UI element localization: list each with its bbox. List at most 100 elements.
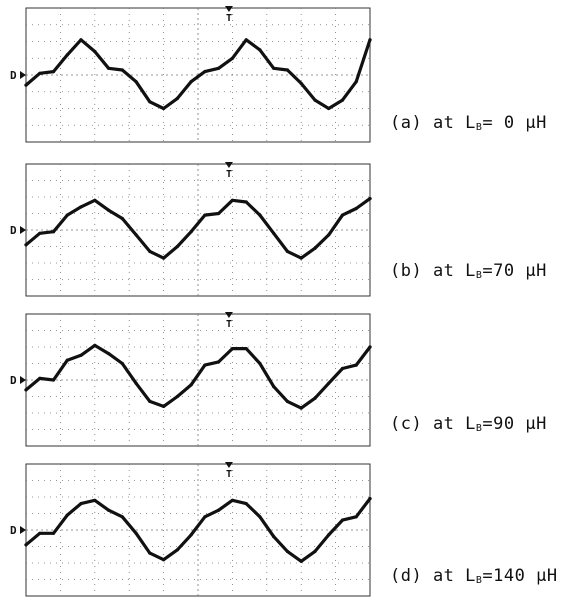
waveform-point-b	[354, 206, 358, 211]
waveform-point-d	[258, 515, 262, 519]
waveform-point-c	[272, 385, 276, 389]
waveform-point-c	[327, 381, 331, 385]
ground-label-b: D	[10, 224, 17, 237]
waveform-point-b	[368, 197, 372, 201]
waveform-d	[24, 497, 372, 563]
trigger-marker-a	[224, 6, 233, 12]
caption-c: (c) at LB=90 μH	[390, 414, 547, 434]
scope-plot-d: TD	[10, 462, 372, 597]
waveform-point-a	[93, 49, 97, 54]
waveform-point-b	[79, 205, 83, 209]
caption-b-suffix: =70 μH	[482, 261, 547, 281]
waveform-point-a	[313, 98, 317, 102]
waveform-point-d	[285, 549, 289, 553]
waveform-point-b	[327, 233, 331, 237]
ground-label-c: D	[10, 374, 17, 387]
waveform-point-a	[327, 106, 331, 111]
waveform-point-c	[285, 399, 289, 403]
waveform-point-d	[189, 533, 193, 537]
waveform-point-a	[217, 66, 221, 70]
waveform-point-a	[175, 96, 179, 100]
waveform-point-b	[189, 230, 193, 234]
waveform-point-a	[148, 100, 152, 104]
waveform-point-b	[65, 213, 69, 217]
waveform-point-b	[299, 256, 303, 260]
caption-d-suffix: =140 μH	[482, 566, 558, 586]
scope-plot-c: TD	[10, 312, 372, 447]
ground-marker-c	[20, 376, 26, 384]
waveform-point-a	[368, 38, 372, 42]
waveform-point-b	[107, 208, 111, 212]
trigger-label-a: T	[226, 13, 232, 24]
waveform-point-b	[24, 243, 28, 247]
ground-label-a: D	[10, 69, 17, 82]
waveform-point-d	[354, 515, 358, 519]
waveform-point-c	[79, 353, 83, 357]
ground-marker-b	[20, 226, 26, 234]
waveform-point-c	[189, 383, 193, 387]
waveform-point-d	[148, 551, 152, 555]
waveform-point-c	[38, 376, 42, 380]
waveform-point-a	[340, 98, 345, 102]
waveform-point-b	[230, 198, 234, 202]
waveform-point-a	[162, 106, 166, 111]
waveform-b	[24, 197, 372, 260]
waveform-point-d	[93, 498, 97, 502]
waveform-point-d	[244, 502, 248, 506]
waveform-point-d	[368, 497, 372, 501]
waveform-point-a	[79, 38, 83, 42]
waveform-point-b	[258, 213, 262, 217]
waveform-point-c	[134, 381, 138, 385]
waveform-point-c	[203, 363, 207, 367]
caption-a-sub: B	[475, 122, 483, 133]
trigger-marker-b	[224, 162, 233, 168]
trigger-label-b: T	[226, 169, 232, 180]
waveform-point-a	[285, 68, 289, 72]
waveform-point-b	[272, 231, 276, 235]
caption-a: (a) at LB= 0 μH	[390, 113, 547, 133]
waveform-point-a	[258, 48, 262, 52]
waveform-point-a	[299, 81, 303, 85]
trigger-marker-c	[224, 312, 233, 318]
waveform-point-d	[175, 548, 179, 552]
scope-plot-b: TD	[10, 162, 372, 297]
waveform-point-a	[230, 56, 234, 60]
waveform-point-b	[244, 200, 248, 204]
waveform-point-c	[354, 363, 358, 367]
ground-label-d: D	[10, 524, 17, 537]
waveform-point-c	[162, 404, 166, 408]
waveform-point-b	[203, 213, 207, 217]
waveform-point-b	[285, 249, 289, 253]
waveform-point-a	[24, 83, 28, 87]
waveform-point-a	[189, 80, 193, 84]
caption-b-sub: B	[475, 270, 483, 281]
caption-b-prefix: (b) at L	[390, 261, 476, 281]
caption-c-suffix: =90 μH	[482, 414, 547, 434]
waveform-c	[24, 343, 372, 410]
waveform-point-d	[51, 531, 56, 535]
caption-d: (d) at LB=140 μH	[390, 566, 558, 586]
waveform-point-a	[65, 53, 69, 57]
waveform-a	[24, 38, 372, 111]
waveform-point-b	[148, 249, 152, 253]
waveform-point-a	[203, 70, 207, 74]
waveform-point-c	[51, 378, 56, 382]
waveform-point-c	[230, 347, 234, 351]
waveform-point-c	[313, 396, 317, 400]
waveform-point-a	[107, 66, 111, 70]
waveform-point-c	[148, 399, 152, 403]
waveform-point-d	[120, 515, 124, 519]
waveform-point-b	[340, 213, 345, 217]
waveform-point-b	[162, 256, 166, 260]
waveform-point-d	[134, 531, 138, 535]
ground-marker-a	[20, 71, 26, 79]
waveform-point-d	[299, 559, 303, 563]
waveform-point-c	[340, 366, 345, 371]
waveform-point-d	[327, 533, 331, 537]
waveform-point-b	[51, 230, 56, 234]
waveform-point-c	[258, 361, 262, 366]
waveform-point-c	[107, 352, 111, 356]
